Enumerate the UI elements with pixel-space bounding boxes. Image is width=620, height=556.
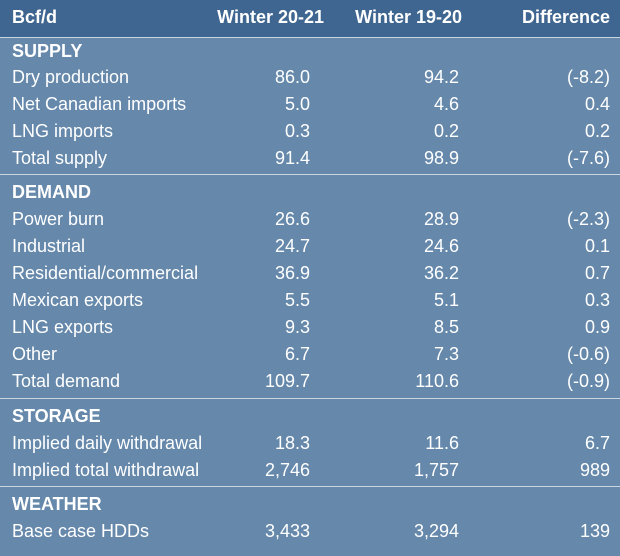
table-row: Mexican exports 5.5 5.1 0.3 — [0, 287, 620, 314]
winter-19-20-value: 8.5 — [433, 317, 459, 337]
winter-19-20-value: 110.6 — [415, 371, 459, 391]
difference-value: 0.9 — [584, 317, 610, 337]
section-title: WEATHER — [12, 494, 102, 514]
winter-20-21-value: 86.0 — [274, 67, 310, 87]
difference-value: 139 — [579, 521, 610, 541]
winter-19-20-value: 28.9 — [423, 209, 459, 229]
row-label: Mexican exports — [12, 290, 144, 310]
winter-19-20-value: 4.6 — [433, 94, 459, 114]
section-title: DEMAND — [12, 182, 91, 202]
difference-value: (-0.9) — [566, 371, 610, 391]
section-divider — [0, 486, 620, 487]
difference-value: (-0.6) — [566, 344, 610, 364]
table-row: Implied total withdrawal 2,746 1,757 989 — [0, 457, 620, 484]
winter-20-21-value: 36.9 — [274, 263, 310, 283]
table-row: LNG exports 9.3 8.5 0.9 — [0, 314, 620, 341]
row-label: Residential/commercial — [12, 263, 199, 283]
winter-20-21-value: 5.5 — [284, 290, 310, 310]
row-label: Dry production — [12, 67, 130, 87]
table-row: LNG imports 0.3 0.2 0.2 — [0, 118, 620, 145]
section-divider — [0, 174, 620, 175]
winter-19-20-value: 98.9 — [423, 148, 459, 168]
difference-value: 0.2 — [584, 121, 610, 141]
col-winter-19-20-header: Winter 19-20 — [355, 7, 462, 27]
difference-value: (-7.6) — [566, 148, 610, 168]
winter-19-20-value: 36.2 — [423, 263, 459, 283]
section-header-supply: SUPPLY — [0, 38, 620, 65]
winter-20-21-value: 91.4 — [274, 148, 310, 168]
section-header-weather: WEATHER — [0, 491, 620, 518]
winter-19-20-value: 11.6 — [425, 433, 459, 453]
winter-20-21-value: 18.3 — [274, 433, 310, 453]
row-label: Other — [12, 344, 58, 364]
winter-19-20-value: 5.1 — [433, 290, 459, 310]
winter-20-21-value: 26.6 — [274, 209, 310, 229]
col-difference-header: Difference — [521, 7, 610, 27]
winter-20-21-value: 2,746 — [264, 460, 310, 480]
winter-19-20-value: 24.6 — [423, 236, 459, 256]
table-row: Other 6.7 7.3 (-0.6) — [0, 341, 620, 368]
table-row: Dry production 86.0 94.2 (-8.2) — [0, 64, 620, 91]
row-label: Industrial — [12, 236, 86, 256]
row-label: Power burn — [12, 209, 105, 229]
row-label: Implied total withdrawal — [12, 460, 200, 480]
section-divider — [0, 398, 620, 399]
row-label: Net Canadian imports — [12, 94, 187, 114]
difference-value: 0.7 — [584, 263, 610, 283]
row-label: Total supply — [12, 148, 108, 168]
difference-value: 0.3 — [584, 290, 610, 310]
difference-value: (-2.3) — [566, 209, 610, 229]
table-row: Industrial 24.7 24.6 0.1 — [0, 233, 620, 260]
row-label: LNG imports — [12, 121, 114, 141]
winter-19-20-value: 1,757 — [413, 460, 459, 480]
winter-19-20-value: 7.3 — [433, 344, 459, 364]
winter-20-21-value: 3,433 — [264, 521, 310, 541]
section-header-storage: STORAGE — [0, 403, 620, 430]
header-row: Bcf/d Winter 20-21 Winter 19-20 Differen… — [0, 0, 620, 27]
winter-20-21-value: 0.3 — [284, 121, 310, 141]
row-label: Base case HDDs — [12, 521, 150, 541]
difference-value: (-8.2) — [566, 67, 610, 87]
winter-19-20-value: 0.2 — [433, 121, 459, 141]
winter-20-21-value: 24.7 — [274, 236, 310, 256]
row-label: Implied daily withdrawal — [12, 433, 203, 453]
winter-19-20-value: 3,294 — [413, 521, 459, 541]
table-row: Total supply 91.4 98.9 (-7.6) — [0, 145, 620, 172]
difference-value: 0.4 — [584, 94, 610, 114]
table-row: Implied daily withdrawal 18.3 11.6 6.7 — [0, 430, 620, 457]
row-label: Total demand — [12, 371, 121, 391]
section-title: SUPPLY — [12, 41, 83, 61]
table-header — [0, 0, 620, 37]
winter-20-21-value: 5.0 — [284, 94, 310, 114]
table-row: Base case HDDs 3,433 3,294 139 — [0, 518, 620, 545]
col-winter-20-21-header: Winter 20-21 — [217, 7, 324, 27]
difference-value: 6.7 — [584, 433, 610, 453]
winter-19-20-value: 94.2 — [423, 67, 459, 87]
winter-20-21-value: 6.7 — [284, 344, 310, 364]
winter-20-21-value: 9.3 — [284, 317, 310, 337]
table-row: Net Canadian imports 5.0 4.6 0.4 — [0, 91, 620, 118]
table-row: Residential/commercial 36.9 36.2 0.7 — [0, 260, 620, 287]
table-row: Total demand 109.7 110.6 (-0.9) — [0, 368, 620, 395]
row-label: LNG exports — [12, 317, 114, 337]
table-row: Power burn 26.6 28.9 (-2.3) — [0, 206, 620, 233]
difference-value: 0.1 — [584, 236, 610, 256]
difference-value: 989 — [579, 460, 610, 480]
section-title: STORAGE — [12, 406, 101, 426]
section-header-demand: DEMAND — [0, 179, 620, 206]
winter-20-21-value: 109.7 — [264, 371, 310, 391]
unit-header: Bcf/d — [12, 7, 57, 27]
section-divider — [0, 37, 620, 38]
